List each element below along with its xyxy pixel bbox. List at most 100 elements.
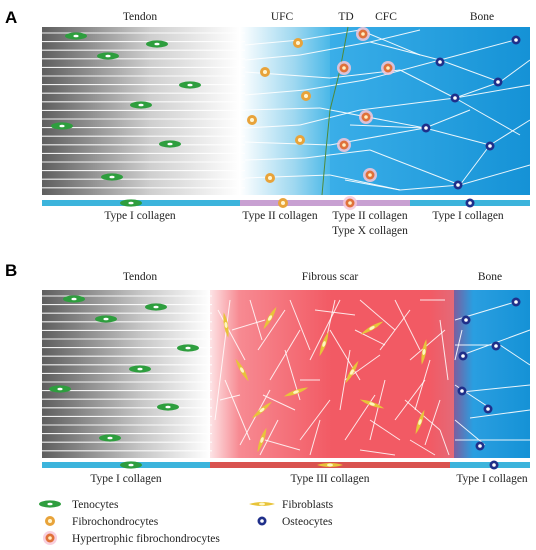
panel-b-tissue (42, 290, 531, 458)
collagen-fiber (304, 149, 371, 159)
fibrochondrocyte-icon (301, 91, 311, 101)
osteocyte-icon (491, 341, 501, 351)
tenocyte-icon (101, 173, 123, 181)
collagen-fiber (454, 84, 531, 99)
collagen-fiber (424, 109, 471, 129)
hypertrophic-fibrochondrocyte-icon (337, 138, 351, 152)
collagen-fiber (424, 127, 491, 146)
collagen-fiber (354, 329, 386, 346)
panel-b-band-label-tendon: Type I collagen (90, 473, 162, 485)
osteocyte-icon (421, 123, 431, 133)
panel-a-td-label: TD (338, 11, 353, 23)
collagen-fiber (244, 71, 331, 79)
tenocyte-icon (129, 365, 151, 373)
collagen-fiber (224, 379, 251, 441)
panel-b-band-cells (120, 460, 499, 470)
fibrochondrocyte-icon (260, 67, 270, 77)
collagen-fiber (244, 141, 331, 146)
panel-a-tendon-label: Tendon (123, 11, 158, 23)
osteocyte-icon (461, 315, 471, 325)
panel-b-band-label-bone: Type I collagen (456, 473, 528, 485)
osteocyte-icon (465, 198, 475, 208)
osteocyte-icon (435, 57, 445, 67)
tenocyte-icon (51, 122, 73, 130)
fibroblast-icon (252, 401, 272, 419)
collagen-fiber (454, 97, 521, 136)
fibrochondrocyte-icon (265, 173, 275, 183)
hypertrophic-fibrochondrocyte-icon (337, 61, 351, 75)
panel-a-band-label-tendon: Type I collagen (104, 210, 176, 222)
tenocyte-icon (99, 434, 121, 442)
osteocyte-icon (485, 141, 495, 151)
collagen-fiber (349, 124, 426, 129)
collagen-fiber (359, 299, 396, 331)
collagen-fiber (364, 59, 441, 81)
collagen-fiber (414, 359, 431, 411)
panel-a-bone-label: Bone (470, 11, 494, 23)
legend-fibrochondrocytes-label: Fibrochondrocytes (72, 516, 159, 528)
tenocyte-icon (177, 344, 199, 352)
panel-b-tendon-fibers (42, 295, 212, 452)
collagen-fiber (289, 299, 311, 351)
collagen-fiber (244, 157, 306, 161)
collagen-fiber (244, 89, 306, 96)
fibroblast-icon (263, 306, 277, 330)
collagen-fiber (424, 399, 441, 446)
collagen-fiber (469, 409, 531, 419)
collagen-fiber (379, 309, 411, 351)
collagen-fiber (499, 59, 531, 83)
osteocyte-icon (483, 404, 493, 414)
collagen-fiber (314, 309, 356, 316)
collagen-fiber (259, 419, 279, 456)
osteocyte-icon (489, 460, 499, 470)
collagen-fiber (399, 69, 456, 99)
tenocyte-icon (39, 500, 61, 508)
collagen-fiber (299, 29, 361, 41)
collagen-fiber (304, 79, 366, 91)
collagen-fiber (249, 299, 263, 341)
fibrochondrocyte-icon (293, 38, 303, 48)
fibroblast-icon (249, 502, 275, 506)
tenocyte-icon (65, 32, 87, 40)
panel-a-tissue (42, 26, 531, 196)
panel-a-collagen-band (42, 196, 530, 210)
collagen-fiber (399, 184, 461, 191)
tenocyte-icon (157, 403, 179, 411)
panel-b-letter: B (5, 261, 17, 280)
panel-a-ufc-region (240, 27, 330, 195)
collagen-fiber (409, 439, 436, 456)
panel-a-tendon-fibers (42, 32, 245, 189)
collagen-fiber (369, 419, 401, 441)
tenocyte-icon (120, 199, 142, 207)
collagen-fiber (262, 394, 296, 411)
fibroblast-icon (317, 463, 343, 467)
fibroblast-icon (235, 358, 249, 382)
fibroblast-icon (359, 399, 385, 409)
collagen-fiber (244, 107, 321, 111)
osteocyte-icon (457, 386, 467, 396)
collagen-fiber (489, 119, 531, 146)
panel-a-letter: A (5, 8, 17, 27)
fibroblast-icon (345, 360, 359, 384)
collagen-fiber (359, 97, 456, 111)
legend: Tenocytes Fibrochondrocytes Hypertrophic… (39, 499, 334, 545)
panel-a-band-cfc (330, 200, 410, 206)
collagen-fiber (269, 329, 301, 381)
tenocyte-icon (95, 315, 117, 323)
collagen-fiber (244, 124, 301, 129)
fibroblast-icon (319, 331, 329, 357)
osteocyte-icon (511, 297, 521, 307)
collagen-fiber (439, 59, 501, 83)
fibrochondrocyte-icon (45, 516, 55, 526)
collagen-fiber (344, 179, 401, 191)
collagen-fiber (359, 29, 421, 56)
hypertrophic-fibrochondrocyte-icon (381, 61, 395, 75)
legend-icons (39, 500, 275, 545)
collagen-fiber (369, 149, 461, 186)
collagen-fiber (219, 394, 241, 401)
panel-b-band-label-scar: Type III collagen (290, 473, 369, 485)
fibrochondrocyte-icon (295, 135, 305, 145)
collagen-fiber (369, 41, 441, 61)
collagen-fiber (299, 399, 331, 441)
panel-a-band-label-ufc: Type II collagen (242, 210, 317, 222)
